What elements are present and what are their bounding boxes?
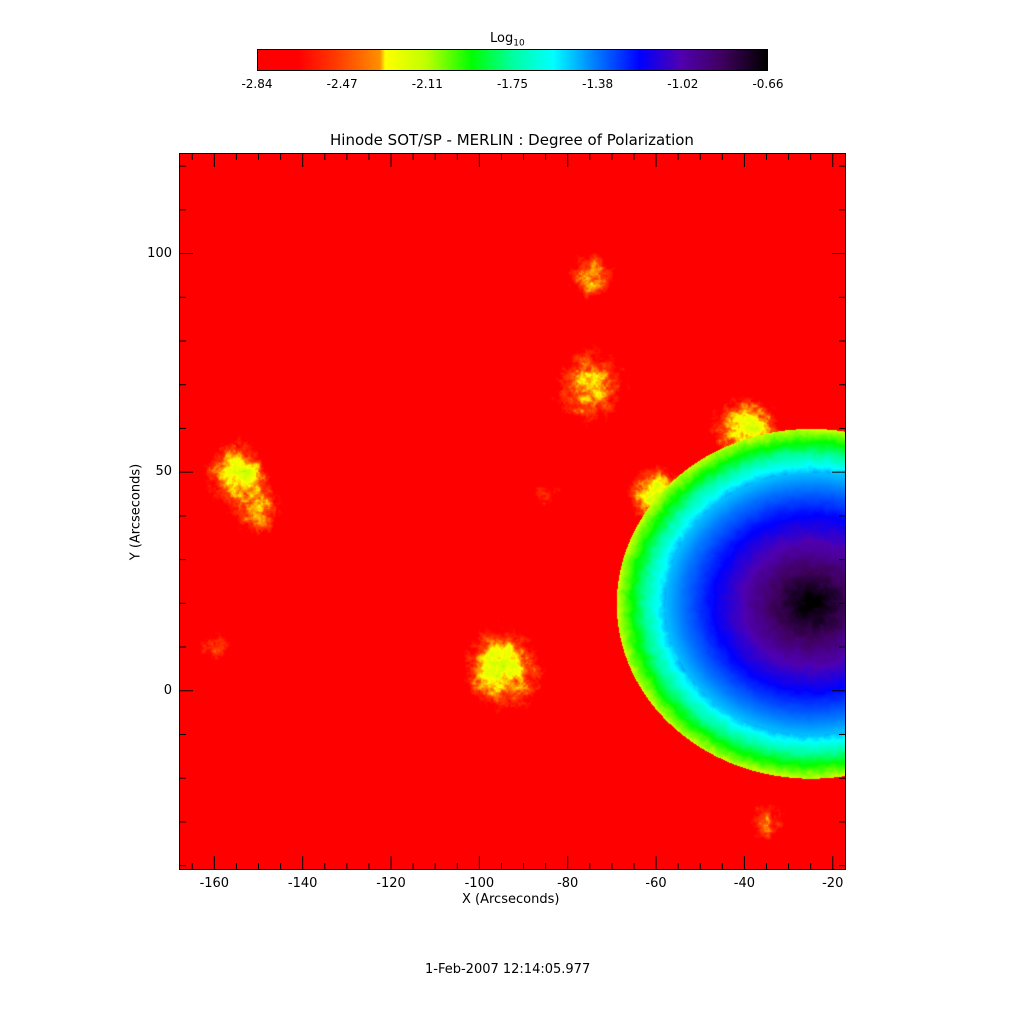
colorbar-tick-label: -2.47 — [326, 77, 358, 91]
colorbar-tick-label: -2.11 — [411, 77, 443, 91]
heatmap-image — [179, 153, 846, 870]
y-tick-label: 50 — [155, 464, 172, 480]
y-tick-label: 0 — [163, 682, 172, 698]
colorbar-label: Log — [490, 31, 514, 46]
timestamp-footer: 1-Feb-2007 12:14:05.977 — [425, 962, 591, 977]
y-axis-label: Y (Arcseconds) — [128, 463, 144, 561]
x-tick-label: -80 — [557, 876, 579, 891]
x-tick-label: -120 — [376, 876, 406, 891]
chart-title: Hinode SOT/SP - MERLIN : Degree of Polar… — [330, 131, 694, 149]
x-tick-label: -20 — [822, 876, 844, 891]
y-tick-label: 100 — [147, 245, 172, 261]
colorbar-tick-label: -1.02 — [667, 77, 699, 91]
colorbar-tick-label: -0.66 — [752, 77, 784, 91]
x-tick-label: -140 — [287, 876, 318, 891]
x-tick-label: -160 — [199, 876, 230, 891]
colorbar-tick-label: -1.75 — [496, 77, 529, 91]
colorbar-tick-label: -1.38 — [582, 77, 614, 91]
x-axis-label: X (Arcseconds) — [462, 892, 560, 907]
x-tick-label: -60 — [645, 876, 667, 891]
x-tick-label: -40 — [733, 876, 756, 891]
x-tick-label: -100 — [464, 876, 495, 891]
colorbar-title: Log10 — [490, 31, 525, 49]
colorbar-label-sub: 10 — [513, 38, 525, 49]
colorbar-tick-label: -2.84 — [241, 77, 273, 91]
colorbar — [257, 49, 768, 71]
